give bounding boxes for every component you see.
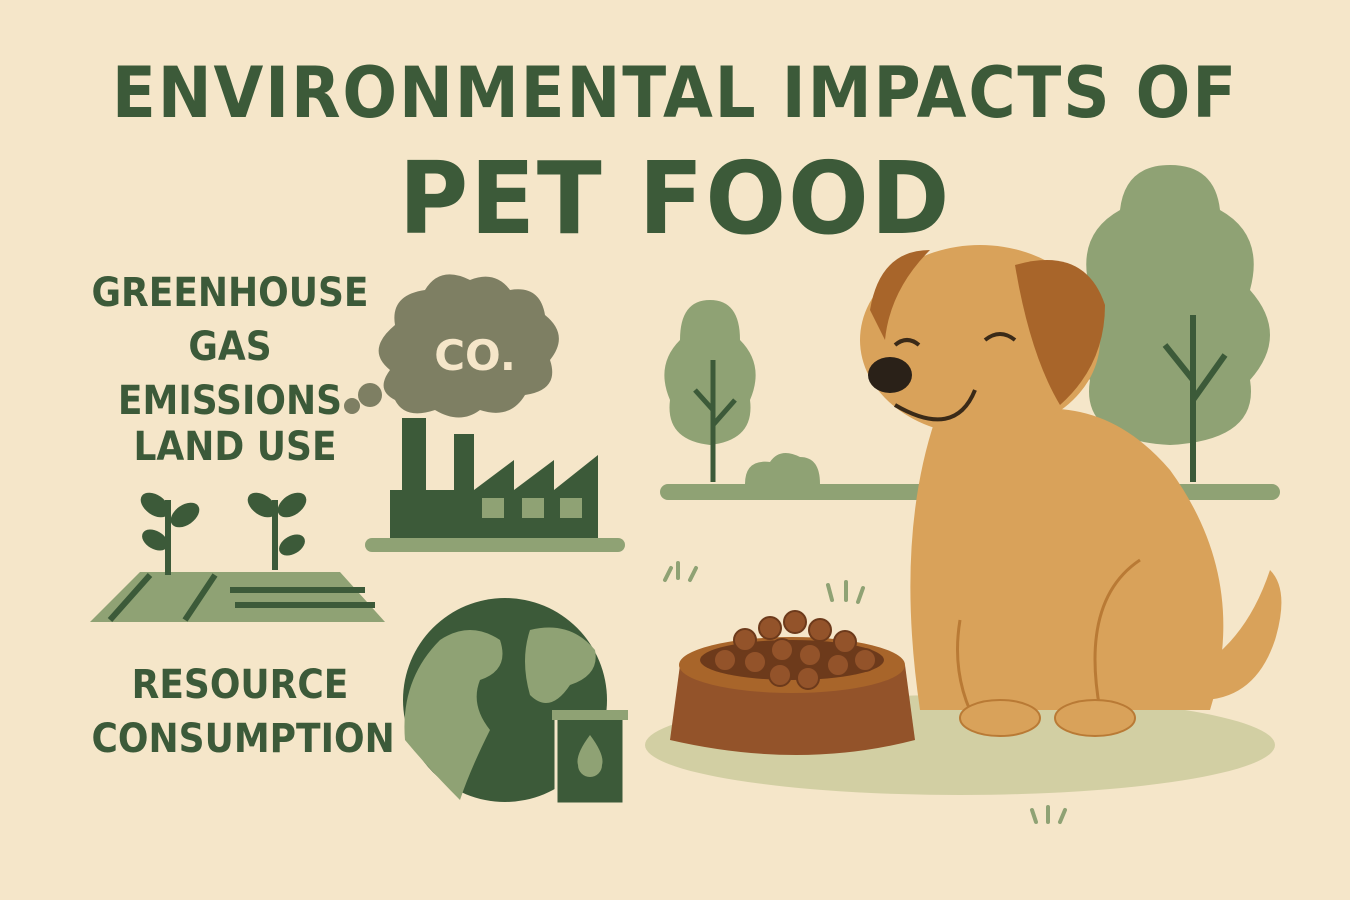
park-trees bbox=[660, 165, 1280, 500]
label-line: CONSUMPTION bbox=[91, 716, 395, 762]
resource-consumption-label: RESOURCE CONSUMPTION bbox=[91, 658, 395, 766]
land-use-label: LAND USE bbox=[133, 424, 337, 470]
title-line-2: PET FOOD bbox=[398, 140, 952, 257]
dog-illustration bbox=[860, 245, 1282, 737]
factory-co2-cloud-icon: CO. bbox=[344, 274, 625, 552]
grass-tufts bbox=[663, 561, 1067, 824]
title-line-1: ENVIRONMENTAL IMPACTS OF bbox=[111, 52, 1239, 134]
label-line: GAS EMISSIONS bbox=[117, 324, 343, 424]
globe-and-water-can-icon bbox=[403, 598, 628, 806]
food-bowl bbox=[670, 610, 915, 755]
label-line: GREENHOUSE bbox=[91, 270, 369, 316]
label-line: RESOURCE bbox=[131, 662, 349, 708]
greenhouse-gas-label: GREENHOUSE GAS EMISSIONS bbox=[86, 266, 374, 428]
co2-text: CO. bbox=[434, 331, 516, 380]
farmland-sprouts-icon bbox=[90, 492, 385, 622]
